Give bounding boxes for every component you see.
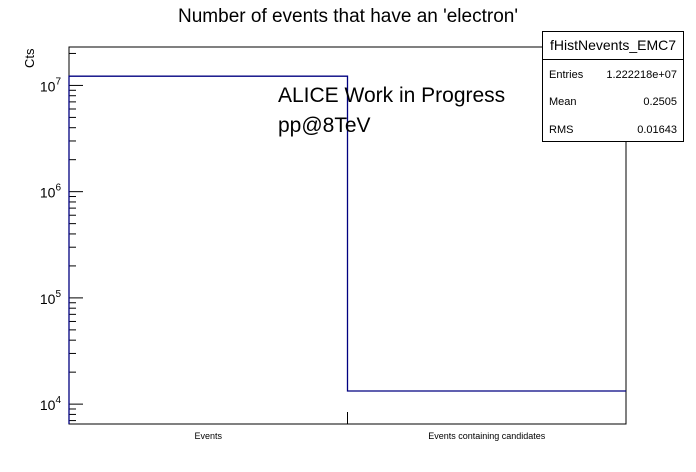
histogram-outline — [68, 75, 626, 424]
stats-value: 0.2505 — [643, 96, 677, 108]
stats-label: RMS — [549, 124, 574, 136]
y-axis-label: Cts — [22, 48, 37, 69]
annotation-alice: ALICE Work in Progress — [278, 84, 506, 107]
annotation-energy: pp@8TeV — [278, 114, 371, 137]
y-tick-label: 104 — [40, 395, 62, 413]
x-category-label: Events containing candidates — [428, 431, 546, 441]
y-tick-label: 105 — [40, 289, 62, 307]
stats-value: 1.222218e+07 — [606, 69, 677, 81]
stats-label: Mean — [549, 96, 577, 108]
y-tick-label: 106 — [40, 183, 62, 201]
histogram-bin — [348, 391, 627, 424]
stats-value: 0.01643 — [637, 124, 677, 136]
chart-title: Number of events that have an 'electron' — [178, 6, 518, 27]
histogram — [68, 75, 627, 424]
tick-marks: 104 105 106 107 Events Events containing cand… — [40, 52, 546, 441]
stats-box-title: fHistNevents_EMC7 — [543, 32, 683, 60]
stats-label: Entries — [549, 69, 584, 81]
y-tick-label: 107 — [40, 76, 62, 94]
stats-box: fHistNevents_EMC7 Entries 1.222218e+07 M… — [542, 31, 684, 142]
x-category-label: Events — [194, 431, 222, 441]
